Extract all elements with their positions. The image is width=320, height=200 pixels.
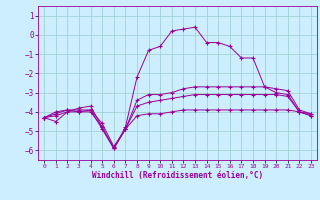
X-axis label: Windchill (Refroidissement éolien,°C): Windchill (Refroidissement éolien,°C) (92, 171, 263, 180)
